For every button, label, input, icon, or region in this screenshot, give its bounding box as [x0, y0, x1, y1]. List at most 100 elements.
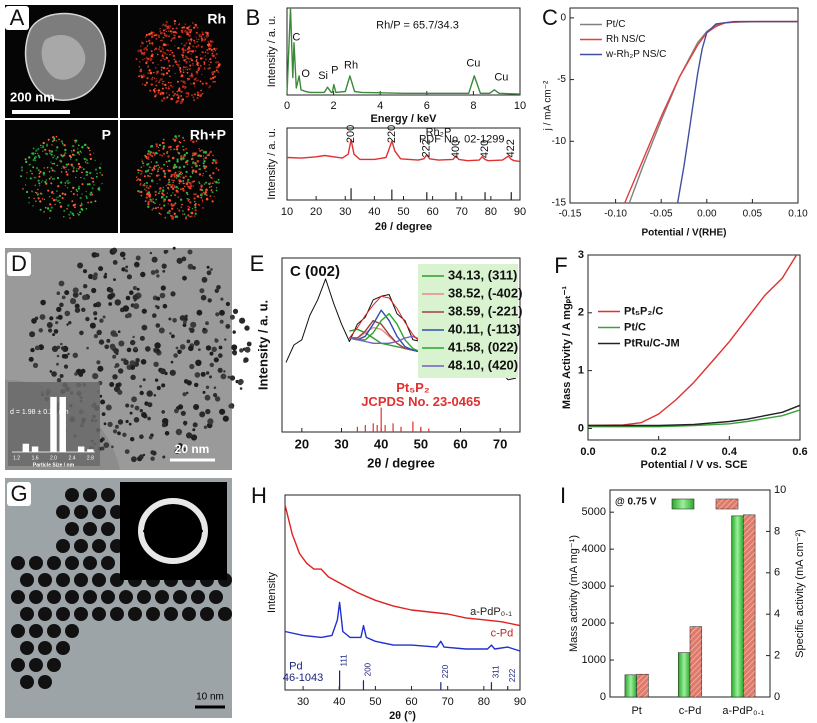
x-tick-label: 30	[334, 436, 348, 451]
particle	[42, 171, 45, 175]
nanoparticle	[200, 607, 214, 621]
x-tick-label: 70	[493, 436, 507, 451]
particle	[183, 139, 185, 142]
particle	[38, 328, 43, 333]
particle	[146, 186, 148, 189]
bar	[87, 449, 94, 452]
particle	[32, 205, 34, 207]
particle	[144, 170, 148, 173]
particle	[118, 368, 124, 374]
particle	[165, 92, 168, 94]
particle	[57, 314, 63, 320]
particle	[173, 148, 175, 150]
particle	[161, 31, 164, 34]
annotation: P	[331, 65, 338, 77]
particle	[208, 174, 212, 177]
particle	[83, 284, 88, 289]
particle	[144, 83, 147, 87]
particle	[32, 159, 35, 162]
nanoparticle	[56, 607, 70, 621]
panel-label-box	[7, 252, 31, 276]
particle	[194, 23, 197, 27]
particle	[174, 45, 176, 47]
particle	[24, 158, 27, 161]
particle	[191, 94, 193, 96]
y2-tick-label: 8	[774, 525, 780, 537]
y-axis-label: Intensity / a. u.	[255, 300, 270, 390]
particle	[154, 190, 157, 194]
particle	[38, 182, 41, 185]
x-axis-label: Particle Size / nm	[33, 462, 75, 468]
particle	[228, 403, 234, 409]
nanoparticle	[128, 607, 142, 621]
y-axis-label: j / mA cm⁻²	[543, 80, 554, 131]
particle	[186, 31, 189, 34]
particle	[188, 60, 191, 63]
particle	[101, 412, 106, 416]
particle	[193, 98, 196, 102]
particle	[130, 437, 135, 442]
particle	[154, 194, 157, 196]
x-axis-label: 2θ / degree	[375, 221, 432, 233]
particle	[195, 70, 199, 74]
particle	[202, 175, 204, 177]
particle	[172, 54, 176, 58]
particle	[193, 197, 196, 200]
particle	[56, 196, 58, 199]
particle	[147, 150, 150, 153]
particle	[203, 61, 206, 64]
particle	[208, 60, 210, 62]
particle	[194, 372, 201, 378]
particle	[171, 334, 175, 339]
particle	[165, 20, 168, 24]
particle	[209, 182, 212, 185]
particle	[126, 347, 132, 353]
particle	[135, 58, 138, 60]
particle	[163, 163, 166, 166]
particle	[161, 423, 167, 428]
particle	[138, 178, 142, 182]
nanoparticle	[20, 607, 34, 621]
particle	[150, 450, 155, 455]
particle	[89, 149, 91, 152]
particle	[162, 83, 164, 85]
particle	[145, 190, 147, 192]
particle	[188, 58, 190, 60]
particle	[237, 380, 241, 384]
particle	[98, 339, 105, 345]
particle	[48, 170, 51, 173]
particle	[200, 194, 203, 197]
particle	[231, 344, 238, 351]
particle	[88, 273, 94, 280]
particle	[145, 36, 147, 38]
particle	[33, 176, 36, 179]
particle	[59, 159, 62, 162]
particle	[201, 199, 204, 201]
particle	[64, 310, 71, 317]
particle	[51, 178, 54, 180]
particle	[147, 187, 150, 190]
particle	[141, 41, 143, 43]
particle	[196, 40, 198, 43]
particle	[179, 198, 183, 201]
particle	[212, 172, 215, 175]
particle	[171, 179, 173, 181]
particle	[105, 404, 112, 411]
particle	[196, 96, 199, 100]
particle	[50, 191, 54, 194]
particle	[61, 167, 63, 169]
particle	[144, 58, 146, 60]
nanoparticle	[11, 658, 25, 672]
particle	[205, 38, 207, 40]
nanoparticle	[47, 624, 61, 638]
particle	[131, 456, 137, 463]
particle	[184, 49, 187, 51]
particle	[178, 141, 180, 143]
particle	[162, 152, 165, 155]
particle	[148, 39, 151, 42]
particle	[160, 59, 162, 62]
chart-title: C (002)	[290, 263, 340, 280]
particle	[193, 26, 196, 29]
particle	[190, 211, 192, 214]
particle	[159, 204, 161, 206]
